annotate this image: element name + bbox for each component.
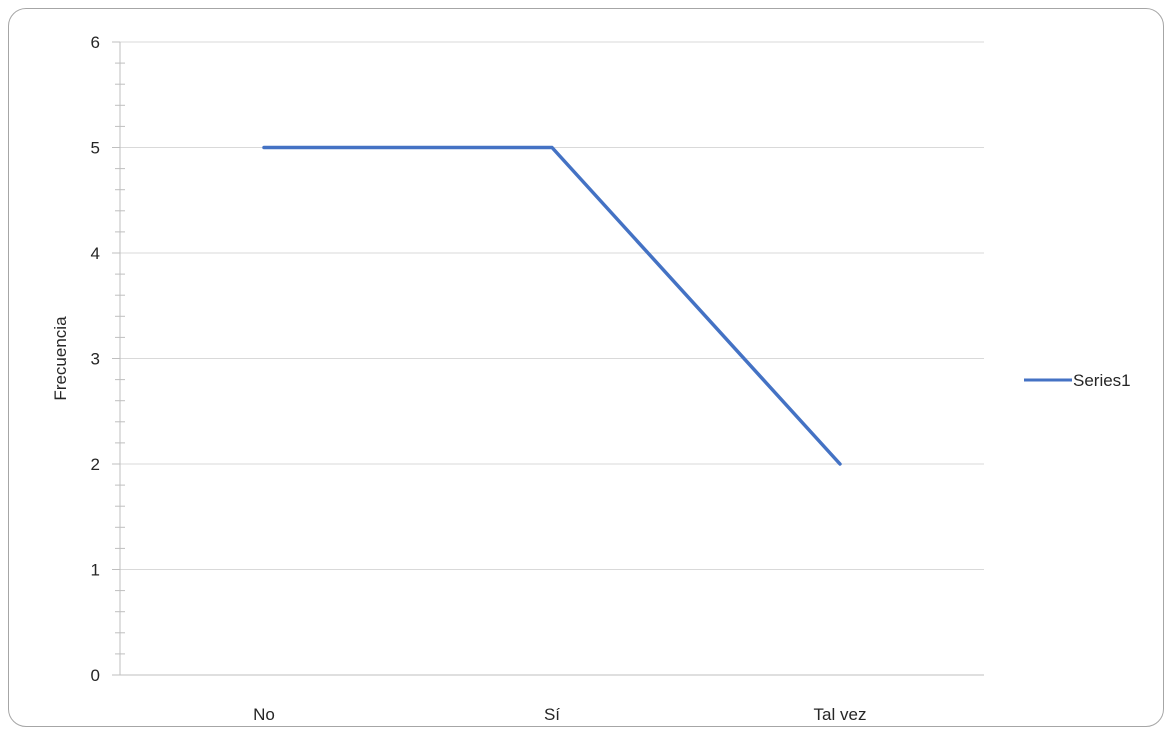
legend: Series1	[1024, 371, 1131, 390]
x-tick-labels: No Sí Tal vez	[253, 705, 866, 724]
chart-frame	[8, 8, 1164, 727]
y-tick-label: 3	[91, 350, 100, 369]
y-tick-label: 1	[91, 561, 100, 580]
gridlines	[112, 41, 984, 676]
series-lines	[262, 145, 842, 466]
y-tick-label: 6	[91, 33, 100, 52]
series-line-1	[262, 145, 842, 466]
x-tick-label: No	[253, 705, 275, 724]
y-tick-label: 0	[91, 666, 100, 685]
y-tick-label: 4	[91, 244, 100, 263]
legend-label-series1: Series1	[1073, 371, 1131, 390]
x-tick-label: Sí	[544, 705, 560, 724]
y-tick-label: 5	[91, 139, 100, 158]
y-axis-title: Frecuencia	[51, 316, 70, 401]
y-tick-label: 2	[91, 455, 100, 474]
x-tick-label: Tal vez	[814, 705, 867, 724]
y-tick-labels: 0 1 2 3 4 5 6	[91, 33, 100, 685]
